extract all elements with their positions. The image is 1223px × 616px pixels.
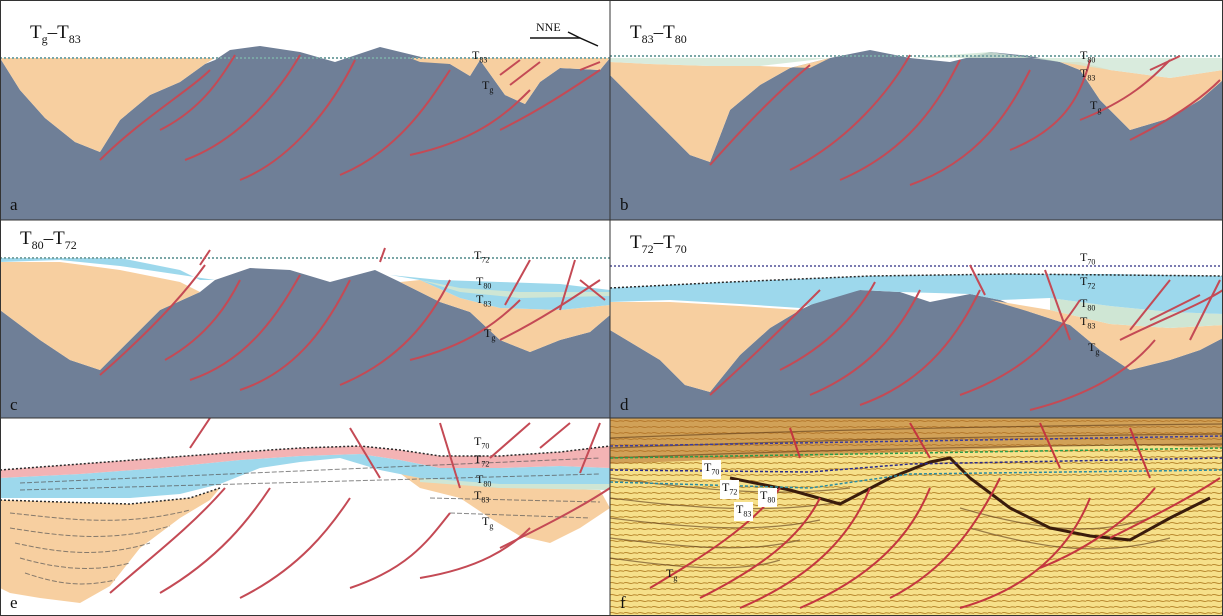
panel-d-title: T72–T70 <box>630 232 687 256</box>
panel-letter-e: e <box>10 593 18 612</box>
panel-f-seismic <box>610 418 1223 616</box>
horizon-label-t83: T83 <box>1080 66 1096 83</box>
horizon-label-tg: Tg <box>482 514 494 531</box>
panel-d: T72–T70 T70 T72 T80 T83 Tg d <box>610 220 1223 418</box>
horizon-label-t83: T83 <box>734 502 754 522</box>
horizon-label-tg: Tg <box>1090 98 1102 115</box>
horizon-label-t70: T70 <box>702 460 722 480</box>
horizon-label-t80: T80 <box>476 274 492 291</box>
panel-letter-d: d <box>620 395 629 414</box>
horizon-label-t72: T72 <box>1080 274 1096 291</box>
panel-d-section <box>610 220 1223 418</box>
panel-b-title: T83–T80 <box>630 22 687 46</box>
horizon-label-t72: T72 <box>720 480 740 500</box>
orientation-arrow-icon <box>530 31 599 47</box>
horizon-label-t72: T72 <box>474 248 490 265</box>
panel-f: T70 T72 T80 T83 Tg f <box>610 418 1223 616</box>
horizon-label-t80: T80 <box>758 488 778 508</box>
panel-c: T80–T72 T72 T80 T83 Tg c <box>0 220 610 418</box>
horizon-label-t70: T70 <box>474 434 490 451</box>
panel-a: Tg–T83 T83 Tg NNE a <box>0 0 610 220</box>
horizon-label-t70: T70 <box>1080 250 1096 267</box>
panel-letter-a: a <box>10 195 18 214</box>
panel-e: T70 T72 T80 T83 Tg e <box>0 418 610 616</box>
panel-letter-f: f <box>620 593 626 612</box>
horizon-label-t80: T80 <box>476 472 492 489</box>
panel-b: T83–T80 T80 T83 Tg b <box>610 0 1223 220</box>
panel-letter-c: c <box>10 395 18 414</box>
horizon-label-t72: T72 <box>474 452 490 469</box>
panel-c-title: T80–T72 <box>20 228 77 252</box>
horizon-label-tg: Tg <box>484 326 496 343</box>
panel-e-section <box>0 418 610 616</box>
panel-b-section <box>610 0 1223 220</box>
horizon-label-t80: T80 <box>1080 296 1096 313</box>
horizon-label-tg: Tg <box>1088 340 1100 357</box>
horizon-label-t80: T80 <box>1080 48 1096 65</box>
horizon-label-t83: T83 <box>474 488 490 505</box>
panel-c-section <box>0 220 610 418</box>
horizon-label-t83: T83 <box>1080 314 1096 331</box>
horizon-label-tg: Tg <box>666 566 678 583</box>
panel-letter-b: b <box>620 195 629 214</box>
horizon-label-t83: T83 <box>476 292 492 309</box>
